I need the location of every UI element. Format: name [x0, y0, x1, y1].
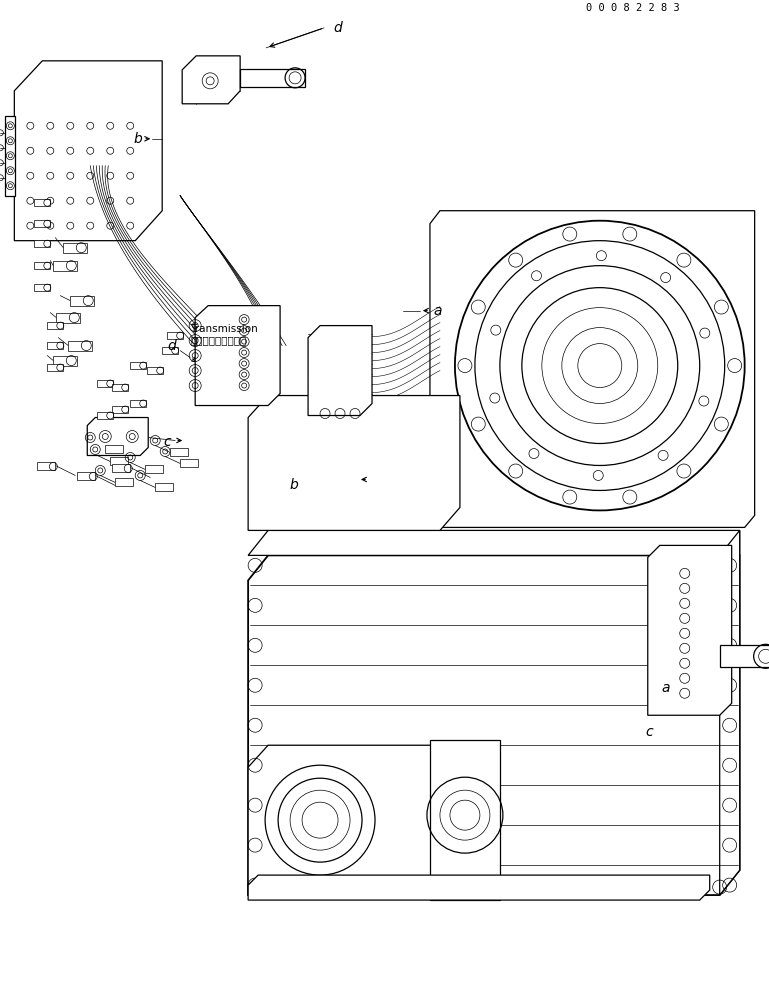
Bar [48, 364, 63, 371]
Bar [97, 380, 113, 387]
Bar [105, 445, 123, 453]
Bar [145, 466, 163, 474]
Text: c: c [163, 435, 171, 449]
Bar [38, 463, 55, 471]
Bar [68, 341, 92, 351]
Bar [130, 400, 146, 407]
Bar [48, 322, 63, 329]
Polygon shape [647, 546, 731, 715]
Polygon shape [15, 61, 162, 240]
Bar [112, 384, 128, 391]
Text: d: d [168, 339, 177, 353]
Polygon shape [430, 211, 754, 527]
Bar [720, 645, 769, 667]
Bar [167, 332, 183, 339]
Bar [97, 412, 113, 419]
Text: a: a [434, 303, 442, 317]
Bar [35, 221, 50, 228]
Polygon shape [248, 396, 460, 530]
Polygon shape [248, 875, 710, 900]
Text: 0 0 0 8 2 2 8 3: 0 0 0 8 2 2 8 3 [586, 3, 680, 13]
Polygon shape [87, 418, 148, 455]
Bar [180, 459, 198, 468]
Polygon shape [182, 56, 240, 103]
Bar [35, 199, 50, 206]
Polygon shape [195, 305, 280, 406]
Bar [162, 347, 178, 354]
Polygon shape [248, 746, 440, 895]
Bar [35, 284, 50, 292]
Bar [130, 362, 146, 369]
Bar [48, 342, 63, 349]
Bar [115, 479, 133, 487]
Polygon shape [248, 556, 740, 895]
Bar [35, 240, 50, 247]
Polygon shape [720, 530, 740, 895]
Text: a: a [661, 681, 670, 694]
Bar [63, 242, 87, 253]
Polygon shape [5, 116, 15, 196]
Polygon shape [248, 530, 740, 556]
Bar [112, 465, 130, 473]
Text: Transmission: Transmission [190, 324, 258, 334]
Bar [155, 484, 173, 492]
Bar [53, 261, 77, 271]
Bar [56, 312, 80, 323]
Text: b: b [289, 478, 298, 492]
Bar [170, 448, 188, 456]
Bar [110, 457, 128, 466]
Bar [240, 69, 305, 87]
Text: b: b [134, 132, 142, 146]
Bar [53, 356, 77, 365]
Bar [77, 473, 95, 481]
Bar [430, 740, 500, 900]
Bar [147, 367, 163, 374]
Text: トランスミッション: トランスミッション [190, 336, 246, 346]
Polygon shape [308, 326, 372, 416]
Text: d: d [334, 21, 342, 34]
Bar [70, 296, 95, 305]
Bar [35, 262, 50, 269]
Text: c: c [646, 725, 654, 739]
Bar [112, 406, 128, 413]
